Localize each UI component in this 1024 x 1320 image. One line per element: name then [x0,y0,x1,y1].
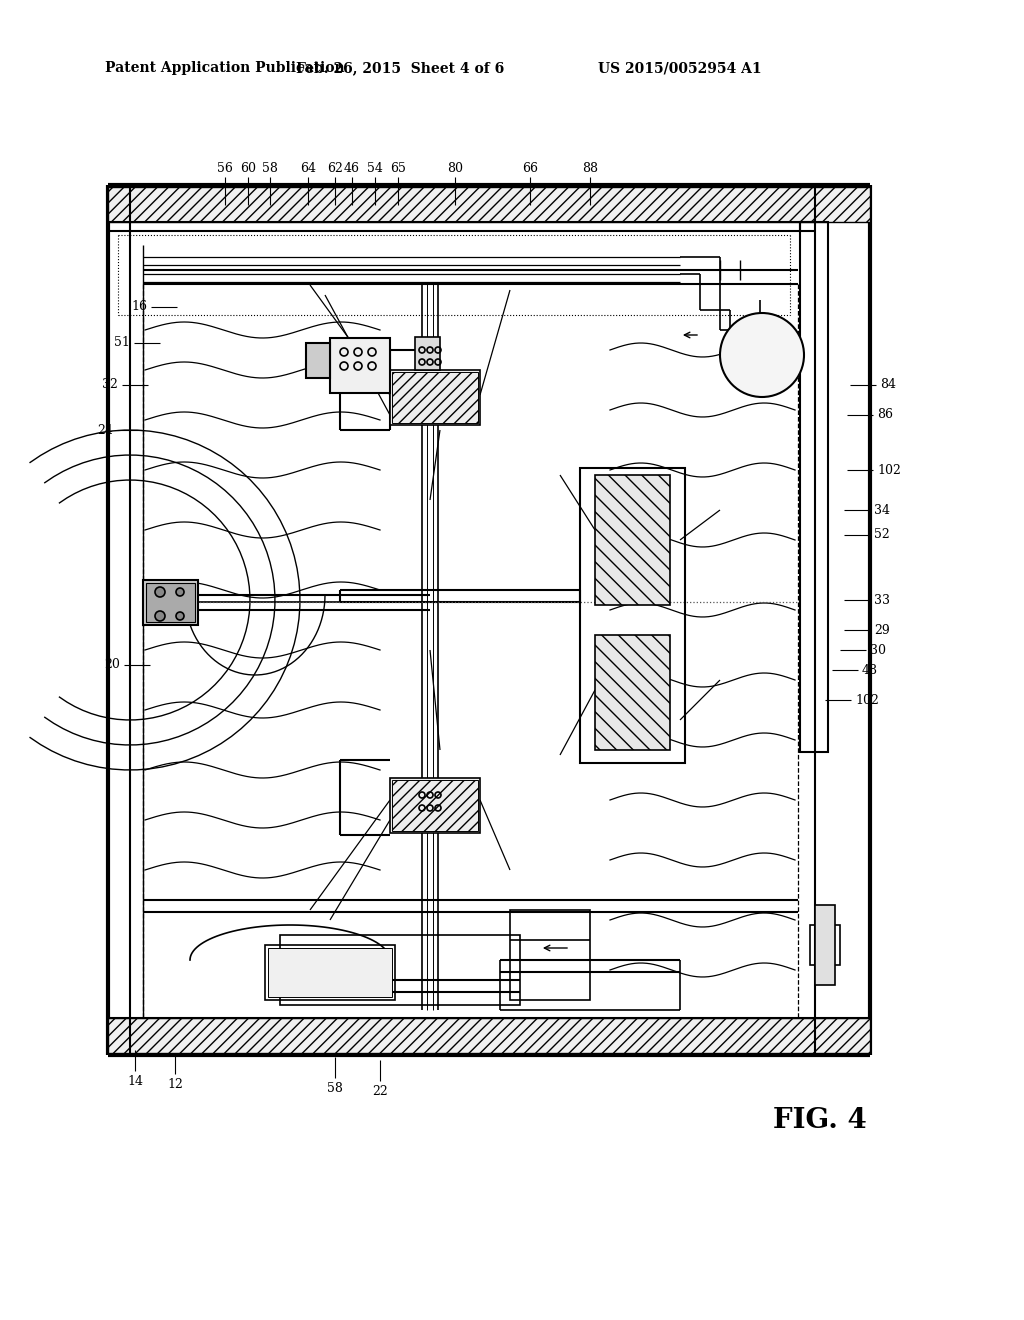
Bar [265,945,395,1001]
Text: 52: 52 [874,528,890,541]
Text: 48: 48 [862,664,878,676]
Text: 102: 102 [877,463,901,477]
Bar [108,187,870,222]
Bar [108,1018,870,1053]
Text: 62: 62 [327,162,343,176]
Text: 58: 58 [262,162,278,176]
Circle shape [155,587,165,597]
Bar [268,948,392,997]
Bar [810,925,840,965]
Bar [392,780,478,832]
Bar [580,469,685,763]
Text: 14: 14 [127,1074,143,1088]
Text: 24: 24 [97,424,113,437]
Text: 66: 66 [522,162,538,176]
Bar [143,579,198,624]
Text: 64: 64 [300,162,316,176]
Text: 54: 54 [367,162,383,176]
Bar [306,343,330,378]
Bar [815,906,835,985]
Bar [510,909,590,1001]
Text: 33: 33 [874,594,890,606]
Text: 84: 84 [880,379,896,392]
Bar [595,635,670,750]
Text: 51: 51 [114,337,130,350]
Bar [415,337,440,370]
Text: 16: 16 [131,301,147,314]
Text: 12: 12 [167,1078,183,1092]
Text: 32: 32 [102,379,118,392]
Bar [330,338,390,393]
Text: US 2015/0052954 A1: US 2015/0052954 A1 [598,61,762,75]
Circle shape [720,313,804,397]
Text: 29: 29 [874,623,890,636]
Text: 80: 80 [447,162,463,176]
Circle shape [176,587,184,597]
Circle shape [155,611,165,620]
Text: 60: 60 [240,162,256,176]
Bar [280,935,520,1005]
Text: 46: 46 [344,162,360,176]
Bar [800,222,828,752]
Text: 102: 102 [855,693,879,706]
Text: Patent Application Publication: Patent Application Publication [105,61,345,75]
Text: 56: 56 [217,162,232,176]
Bar [390,370,480,425]
Circle shape [176,612,184,620]
Text: FIG. 4: FIG. 4 [773,1106,867,1134]
Text: 20: 20 [104,659,120,672]
Text: 22: 22 [372,1085,388,1098]
Text: Feb. 26, 2015  Sheet 4 of 6: Feb. 26, 2015 Sheet 4 of 6 [296,61,504,75]
Text: 30: 30 [870,644,886,656]
Text: 58: 58 [327,1082,343,1096]
Text: 88: 88 [582,162,598,176]
Bar [392,372,478,422]
Bar [146,583,195,622]
Text: 86: 86 [877,408,893,421]
Text: 34: 34 [874,503,890,516]
Text: 65: 65 [390,162,406,176]
Bar [390,777,480,833]
Bar [595,475,670,605]
